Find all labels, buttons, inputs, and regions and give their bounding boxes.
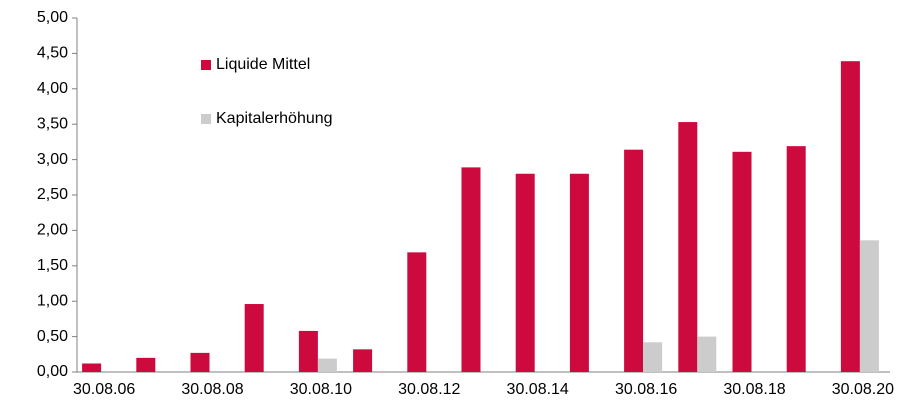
bar: [697, 336, 717, 372]
bar: [244, 304, 264, 372]
x-tick-label: 30.08.06: [73, 381, 135, 398]
x-tick-label: 30.08.12: [398, 381, 460, 398]
bar: [624, 149, 644, 372]
y-tick-label: 4,50: [37, 45, 68, 62]
bar: [678, 122, 698, 373]
x-tick-label: 30.08.14: [507, 381, 569, 398]
legend-label: Liquide Mittel: [216, 56, 310, 73]
y-tick-label: 2,00: [37, 222, 68, 239]
y-tick-label: 3,50: [37, 115, 68, 132]
x-tick-label: 30.08.20: [832, 381, 894, 398]
y-tick-label: 0,50: [37, 328, 68, 345]
bar: [732, 151, 752, 372]
legend-label: Kapitalerhöhung: [216, 110, 333, 127]
x-tick-label: 30.08.08: [181, 381, 243, 398]
y-tick-label: 5,00: [37, 9, 68, 26]
bar: [840, 61, 860, 373]
y-tick-label: 2,50: [37, 186, 68, 203]
bar: [786, 146, 806, 372]
bar: [461, 167, 481, 372]
legend-swatch: [201, 114, 211, 124]
x-tick-label: 30.08.18: [723, 381, 785, 398]
y-tick-label: 1,50: [37, 257, 68, 274]
bar: [643, 342, 663, 372]
y-tick-label: 1,00: [37, 292, 68, 309]
y-tick-label: 0,00: [37, 363, 68, 380]
bar: [407, 252, 427, 372]
x-tick-label: 30.08.10: [290, 381, 352, 398]
legend-swatch: [201, 60, 211, 70]
bar: [298, 330, 318, 372]
bar: [136, 357, 156, 372]
bar: [190, 352, 210, 372]
bar: [859, 240, 879, 372]
y-tick-label: 4,00: [37, 80, 68, 97]
bar: [82, 363, 102, 372]
bar: [353, 349, 373, 372]
bar: [317, 358, 337, 372]
x-tick-label: 30.08.16: [615, 381, 677, 398]
bar: [569, 173, 589, 372]
bar: [515, 173, 535, 372]
y-tick-label: 3,00: [37, 151, 68, 168]
